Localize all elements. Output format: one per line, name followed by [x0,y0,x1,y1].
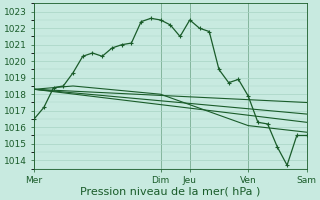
X-axis label: Pression niveau de la mer( hPa ): Pression niveau de la mer( hPa ) [80,187,260,197]
